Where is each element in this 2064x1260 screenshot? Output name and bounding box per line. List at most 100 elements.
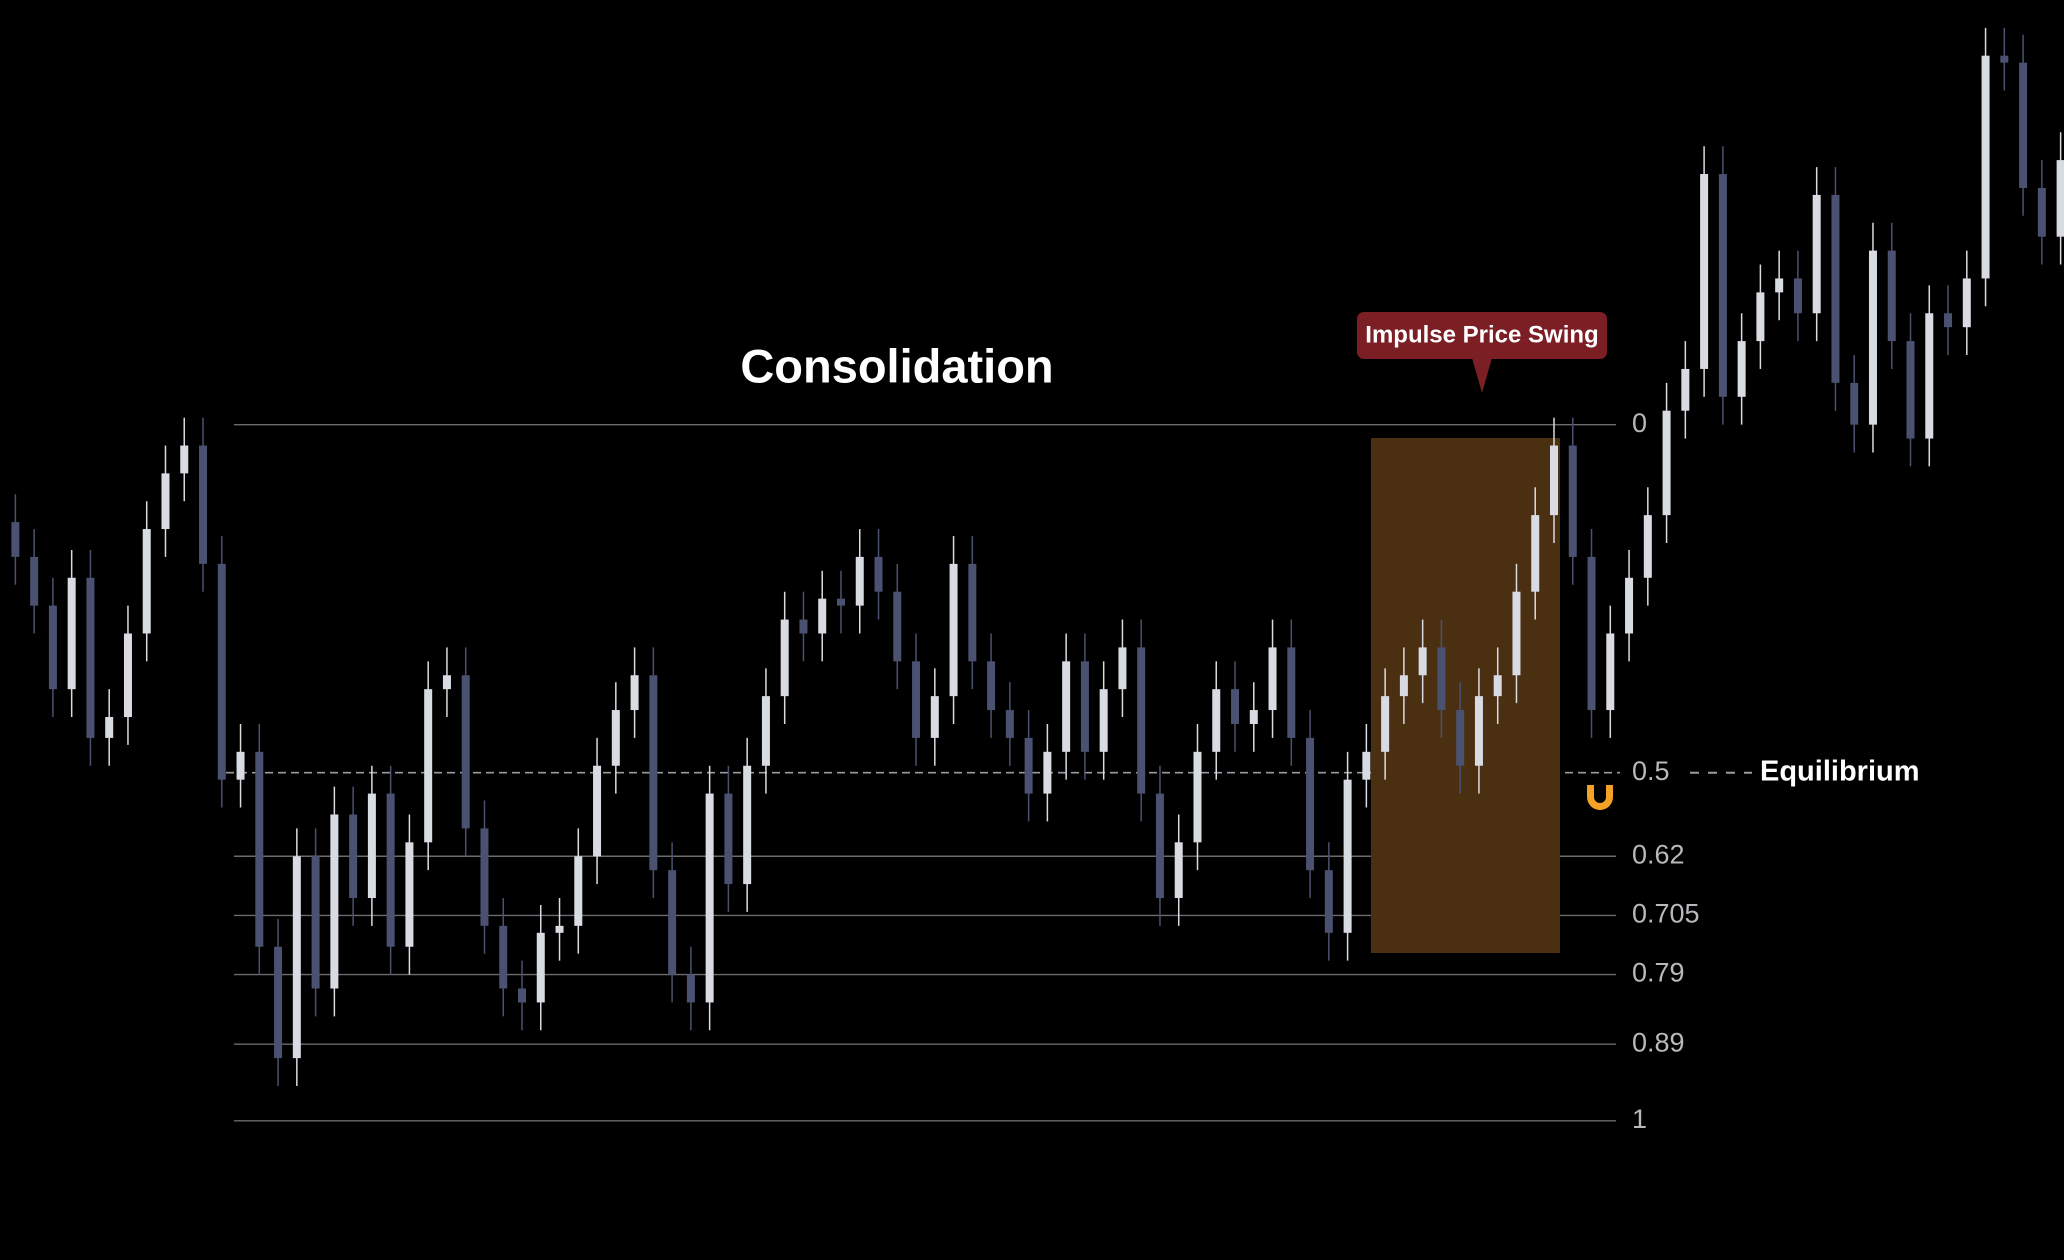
candle-body [499,925,508,989]
candle-body [1625,577,1634,634]
candle-body [836,598,845,606]
candle-body [1231,689,1240,724]
candle-body [1381,696,1390,752]
level-label: 0.79 [1632,958,1685,988]
candle-body [1324,870,1333,933]
magnet-icon [1587,785,1613,810]
candle-body [705,793,714,1003]
candle-body [949,563,958,697]
candle-body [1662,410,1671,516]
candle-body [1287,647,1296,738]
candle-body [86,577,95,738]
magnet-shape [1587,785,1613,810]
candle-body [1174,842,1183,899]
candle-body [874,556,883,592]
candle-body [199,445,208,564]
candle-body [649,675,658,871]
candle-body [1944,313,1953,328]
candle-body [1474,696,1483,766]
candle-body [1362,751,1371,780]
candle-body [536,932,545,1003]
candle-body [1493,675,1502,697]
candle-body [1512,591,1521,676]
candle-body [1906,341,1915,439]
candle-body [1981,55,1990,279]
level-label: 0.5 [1632,756,1670,786]
candle-body [1193,751,1202,843]
candle-body [349,814,358,899]
candle-body [330,814,339,989]
candle-body [255,751,264,947]
candle-body [424,689,433,843]
candle-body [743,765,752,885]
chart-title: Consolidation [740,339,1053,392]
callout: Impulse Price Swing [1357,312,1607,393]
callout-text: Impulse Price Swing [1365,321,1598,348]
level-label: 0.89 [1632,1027,1685,1057]
candle-body [630,675,639,711]
candle-body [1268,647,1277,711]
candle-body [555,925,564,933]
candle-body [1775,278,1784,293]
candles [11,27,2064,1086]
candle-body [311,856,320,989]
candle-body [1118,647,1127,690]
candle-body [611,710,620,766]
candle-body [912,661,921,738]
candle-body [217,563,226,780]
candle-body [724,793,733,885]
candle-body [1868,250,1877,425]
level-label: 0 [1632,408,1647,438]
candle-body [1399,675,1408,697]
candle-body [1080,661,1089,752]
candle-body [274,946,283,1059]
candle-body [367,793,376,899]
candle-body [1306,737,1315,871]
candle-body [161,473,170,530]
candle-body [1249,710,1258,724]
candle-body [2000,55,2009,63]
callout-pointer [1472,358,1492,393]
level-label: Equilibrium [1760,755,1920,787]
level-label: 0.705 [1632,899,1700,929]
candle-body [1456,710,1465,766]
candle-body [2037,187,2046,237]
candle-body [2056,160,2064,237]
candle-body [668,870,677,975]
candle-body [1643,515,1652,578]
candle-body [1737,341,1746,397]
candle-body [1212,689,1221,752]
candle-body [1718,174,1727,397]
candle-body [818,598,827,634]
candle-body [67,577,76,690]
candle-body [1756,292,1765,342]
candle-body [1062,661,1071,752]
candle-body [686,974,695,1003]
candle-body [480,828,489,926]
candle-body [1850,382,1859,425]
candle-body [1155,793,1164,899]
candle-body [442,675,451,690]
candle-body [1587,556,1596,711]
candle-body [1925,313,1934,439]
candle-body [968,563,977,662]
candle-body [1681,368,1690,411]
candle-body [930,696,939,738]
candle-body [180,445,189,474]
candle-body [1531,515,1540,592]
callout-box [1357,312,1607,359]
candle-body [292,856,301,1059]
candle-body [1437,647,1446,711]
candle-body [1418,647,1427,676]
candle-body [1812,194,1821,314]
candle-body [2019,62,2028,188]
candle-body [855,556,864,606]
candle-body [236,751,245,780]
candle-body [518,988,526,1003]
candle-body [11,522,20,557]
candle-body [1962,278,1971,328]
candle-body [1343,779,1352,933]
candle-body [1550,445,1558,516]
